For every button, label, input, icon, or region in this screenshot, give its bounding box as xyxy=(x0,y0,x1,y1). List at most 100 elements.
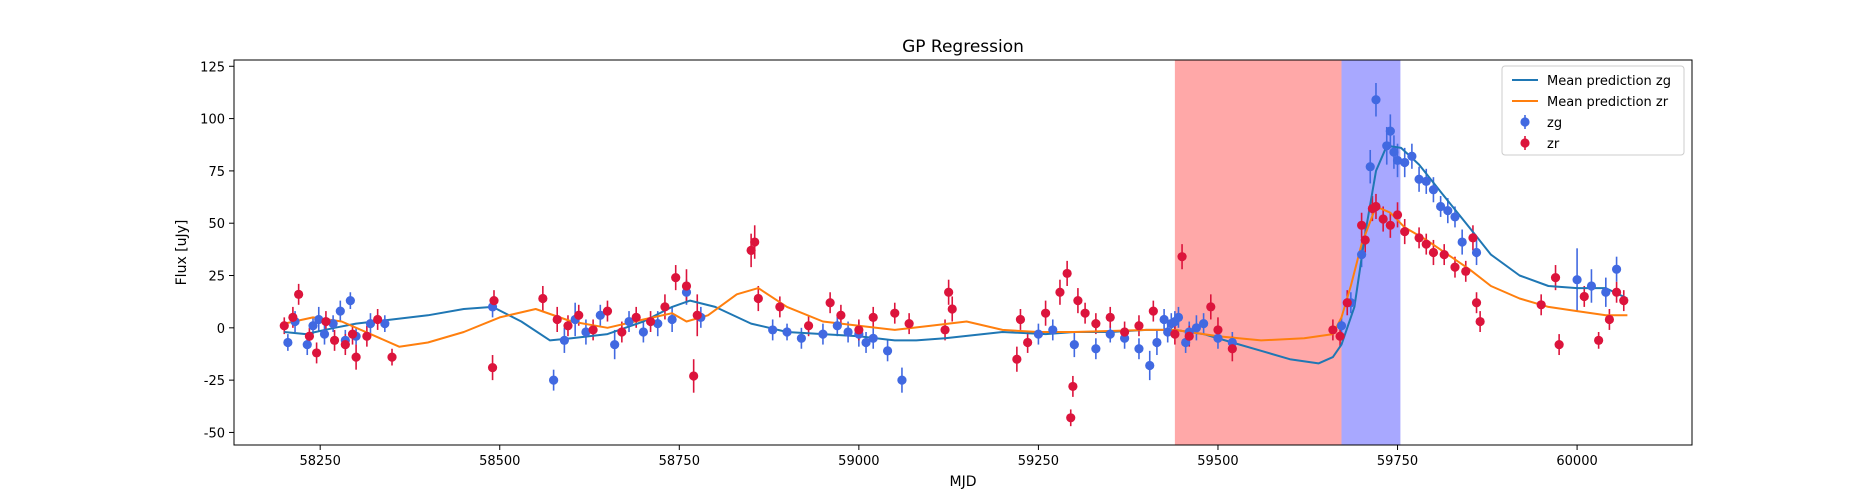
data-point-zr xyxy=(1206,302,1216,312)
data-point-zr xyxy=(1213,325,1223,335)
data-point-zg xyxy=(1069,339,1079,350)
x-tick-label: 59250 xyxy=(1018,454,1059,469)
data-point-zg xyxy=(796,333,806,343)
data-point-zg xyxy=(1159,314,1169,325)
data-point-zr xyxy=(1554,339,1564,350)
x-axis-label: MJD xyxy=(950,474,977,490)
data-point-zr xyxy=(351,352,361,362)
error-bars xyxy=(283,83,1625,427)
data-point-zg xyxy=(283,337,293,348)
data-point-zr xyxy=(588,325,598,335)
data-point-zg xyxy=(818,329,828,339)
data-point-zr xyxy=(868,312,878,322)
data-point-zg xyxy=(882,346,893,356)
data-point-zr xyxy=(387,352,397,362)
y-axis: -50 -25 0 25 50 75 100 125 xyxy=(200,60,234,441)
data-point-zg xyxy=(1450,212,1460,222)
data-point-zr xyxy=(1371,201,1381,212)
data-point-zr xyxy=(1015,314,1026,325)
prediction-line-zr xyxy=(284,205,1628,348)
data-point-zg xyxy=(610,339,620,350)
data-point-zr xyxy=(373,314,383,325)
legend: Mean prediction zg Mean prediction zr zg zr xyxy=(1501,65,1685,156)
data-point-zr xyxy=(1066,413,1076,423)
data-point-zg xyxy=(1091,344,1101,354)
data-point-zr xyxy=(645,316,656,327)
data-point-zg xyxy=(1457,237,1467,247)
data-point-zr xyxy=(1040,308,1051,318)
y-tick-label: 25 xyxy=(208,270,225,285)
data-point-zg xyxy=(1134,344,1144,354)
data-point-zg xyxy=(365,319,376,329)
legend-label-1: Mean prediction zr xyxy=(1547,95,1669,110)
data-point-zr xyxy=(329,335,340,345)
shaded-region-2 xyxy=(1341,60,1401,445)
data-point-zr xyxy=(1604,314,1615,325)
data-point-zr xyxy=(890,308,900,318)
data-point-zr xyxy=(487,362,498,373)
x-tick-label: 59750 xyxy=(1377,454,1418,469)
data-point-zr xyxy=(1357,220,1367,230)
data-point-zg xyxy=(653,319,663,329)
plot-frame xyxy=(233,59,1693,446)
data-point-zr xyxy=(753,293,763,304)
x-axis: 58250 58500 58750 59000 59250 59500 59750 60000 xyxy=(300,445,1598,469)
data-point-zr xyxy=(304,331,315,341)
data-point-zg xyxy=(1601,287,1611,297)
data-point-zg xyxy=(1586,281,1597,291)
data-point-zg xyxy=(328,319,338,329)
data-point-zr xyxy=(1579,291,1589,302)
y-tick-label: 75 xyxy=(208,165,225,180)
data-point-zr xyxy=(1120,327,1130,337)
data-point-zr xyxy=(671,273,681,283)
data-point-zr xyxy=(1091,319,1101,329)
data-point-zg xyxy=(559,335,569,345)
data-point-zr xyxy=(1461,266,1471,276)
data-point-zg xyxy=(1382,141,1392,151)
data-point-zr xyxy=(288,312,298,322)
data-point-zr xyxy=(563,321,573,331)
data-point-zg xyxy=(768,325,778,335)
data-point-zr xyxy=(1475,316,1485,327)
y-axis-label: Flux [uJy] xyxy=(174,220,190,286)
data-point-zr xyxy=(1611,287,1622,297)
data-point-zr xyxy=(1184,331,1194,341)
y-tick-label: 50 xyxy=(208,217,225,232)
data-point-zg xyxy=(1428,185,1439,195)
legend-marker-3 xyxy=(1520,138,1530,148)
y-tick-label: 125 xyxy=(200,60,225,75)
data-point-zg xyxy=(1213,333,1223,343)
data-point-zr xyxy=(1105,312,1115,322)
data-point-zr xyxy=(1536,300,1546,310)
data-point-zg xyxy=(595,310,605,320)
data-point-zr xyxy=(362,331,372,341)
data-point-zr xyxy=(1439,249,1449,260)
data-point-zg xyxy=(581,327,591,337)
data-point-zr xyxy=(1619,296,1629,306)
shaded-regions xyxy=(1174,60,1401,445)
data-point-zg xyxy=(1572,275,1582,285)
data-point-zg xyxy=(1443,206,1453,216)
data-point-zr xyxy=(803,321,814,331)
y-tick-label: 100 xyxy=(200,113,225,128)
data-point-zg xyxy=(314,314,324,325)
data-point-zg xyxy=(1365,162,1375,172)
data-point-zg xyxy=(1389,147,1399,157)
data-point-zg xyxy=(1048,325,1058,335)
data-point-zr xyxy=(1227,344,1237,354)
data-point-zr xyxy=(347,329,358,339)
data-point-zr xyxy=(631,312,641,322)
data-point-zg xyxy=(1145,360,1155,371)
data-point-zr xyxy=(1421,239,1431,249)
data-point-zr xyxy=(775,302,785,312)
data-point-zr xyxy=(904,319,914,329)
data-point-zr xyxy=(602,306,613,316)
data-point-zg xyxy=(1611,264,1622,274)
x-tick-label: 59000 xyxy=(838,454,879,469)
data-point-zr xyxy=(1468,233,1478,243)
data-point-zg xyxy=(1357,249,1367,260)
data-point-zr xyxy=(1471,298,1482,308)
data-point-zr xyxy=(1170,329,1180,339)
data-point-zg xyxy=(868,333,878,343)
data-point-zg xyxy=(1400,157,1410,168)
